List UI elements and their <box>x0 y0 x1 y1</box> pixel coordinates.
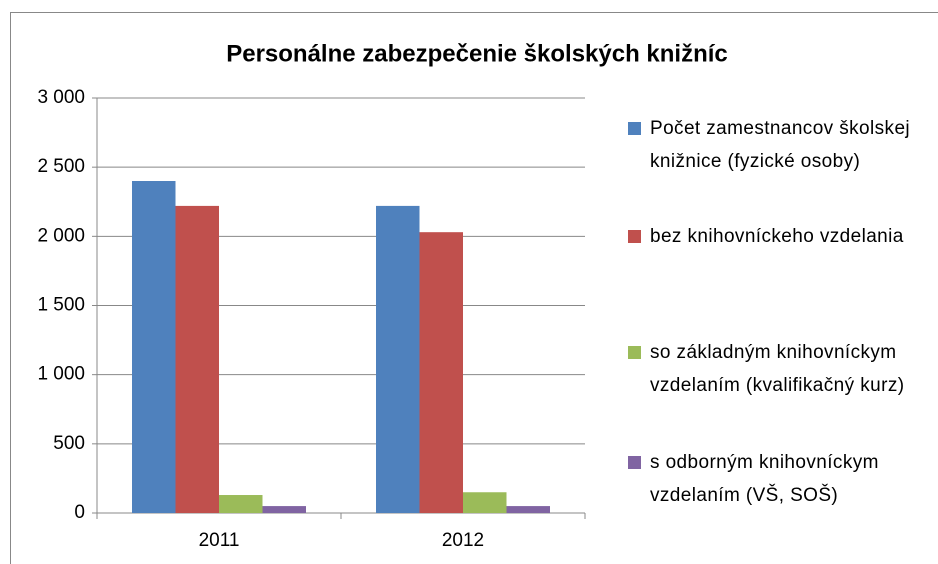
chart-title: Personálne zabezpečenie školských knižní… <box>226 40 728 67</box>
bar <box>463 492 507 513</box>
legend-swatch <box>628 122 641 135</box>
y-tick-label: 0 <box>74 502 85 523</box>
legend-swatch <box>628 456 641 469</box>
y-tick-label: 2 000 <box>37 225 85 246</box>
bar <box>262 506 306 513</box>
legend-label: bez knihovníckeho vzdelania <box>650 226 904 247</box>
y-tick-label: 1 500 <box>37 295 85 316</box>
bar <box>419 232 463 513</box>
bar <box>132 181 176 513</box>
y-tick-label: 500 <box>53 433 85 454</box>
x-tick-label: 2011 <box>199 530 240 551</box>
y-tick-label: 3 000 <box>37 87 85 108</box>
legend-label: s odborným knihovníckym vzdelaním (VŠ, S… <box>650 452 879 506</box>
bar <box>506 506 550 513</box>
x-tick-label: 2012 <box>442 530 484 551</box>
legend-swatch <box>628 230 641 243</box>
legend-label: so základným knihovníckym vzdelaním (kva… <box>650 342 905 396</box>
bar <box>376 205 420 513</box>
bar <box>175 205 219 513</box>
bar <box>219 495 263 513</box>
y-tick-label: 2 500 <box>37 156 85 177</box>
y-tick-label: 1 000 <box>37 364 85 385</box>
legend-swatch <box>628 346 641 359</box>
legend-label: Počet zamestnancov školskej knižnice (fy… <box>650 118 911 172</box>
